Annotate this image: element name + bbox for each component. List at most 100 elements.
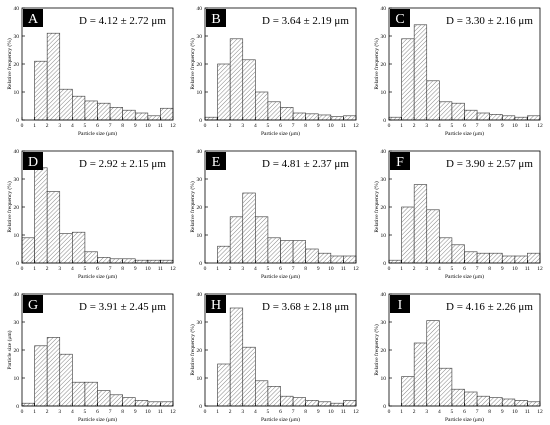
bar-I-9 bbox=[501, 398, 516, 407]
x-tick-label: 5 bbox=[267, 409, 270, 415]
bar-F-7 bbox=[476, 252, 490, 264]
y-tick-label: 30 bbox=[197, 34, 203, 40]
panel-label: C bbox=[395, 12, 404, 27]
bar-B-11 bbox=[343, 115, 357, 121]
bar-E-6 bbox=[280, 240, 294, 264]
x-tick-label: 12 bbox=[353, 266, 359, 272]
panel-label: H bbox=[211, 298, 221, 313]
bar-B-3 bbox=[242, 59, 256, 121]
bar-H-7 bbox=[292, 397, 306, 407]
x-tick-label: 8 bbox=[304, 266, 307, 272]
bar-C-6 bbox=[464, 109, 478, 121]
bar-H-4 bbox=[255, 380, 269, 407]
x-tick-label: 12 bbox=[353, 409, 359, 415]
x-tick-label: 7 bbox=[109, 266, 112, 272]
mean-diameter-annotation: D = 4.12 ± 2.72 μm bbox=[79, 15, 166, 27]
mean-diameter-annotation: D = 3.91 ± 2.45 μm bbox=[79, 301, 166, 313]
y-tick-label: 10 bbox=[14, 376, 20, 382]
bar-A-11 bbox=[160, 107, 174, 121]
x-axis-label: Particle size (μm) bbox=[445, 416, 484, 423]
x-tick-label: 11 bbox=[158, 409, 164, 415]
x-tick-label: 4 bbox=[438, 409, 441, 415]
bar-G-9 bbox=[134, 400, 149, 407]
y-tick-label: 40 bbox=[381, 149, 387, 155]
mean-diameter-annotation: D = 3.68 ± 2.18 μm bbox=[262, 301, 349, 313]
x-tick-label: 2 bbox=[229, 123, 232, 129]
bar-D-1 bbox=[34, 167, 48, 264]
x-tick-label: 8 bbox=[488, 266, 491, 272]
x-tick-label: 1 bbox=[216, 266, 219, 272]
x-tick-label: 8 bbox=[121, 123, 124, 129]
x-tick-label: 6 bbox=[279, 409, 282, 415]
y-axis-label: Relative frequency (%) bbox=[373, 38, 380, 89]
x-tick-label: 3 bbox=[425, 266, 428, 272]
panel-label-box bbox=[206, 152, 226, 170]
x-tick-label: 7 bbox=[292, 123, 295, 129]
x-tick-label: 9 bbox=[501, 409, 504, 415]
x-tick-label: 1 bbox=[400, 123, 403, 129]
bar-B-0 bbox=[204, 116, 218, 121]
y-tick-label: 10 bbox=[381, 233, 387, 239]
bar-A-7 bbox=[109, 107, 123, 121]
bar-A-9 bbox=[134, 112, 149, 121]
bar-H-1 bbox=[217, 363, 231, 407]
x-tick-label: 10 bbox=[328, 409, 334, 415]
bar-B-5 bbox=[267, 101, 281, 121]
bar-F-11 bbox=[527, 252, 541, 264]
bar-I-5 bbox=[451, 388, 465, 407]
bar-G-10 bbox=[147, 401, 161, 407]
bar-E-9 bbox=[317, 252, 332, 264]
bar-F-1 bbox=[401, 206, 415, 264]
x-tick-label: 7 bbox=[476, 123, 479, 129]
y-tick-label: 0 bbox=[383, 118, 386, 124]
y-axis-label: Relative frequency (%) bbox=[373, 181, 380, 232]
x-tick-label: 9 bbox=[134, 266, 137, 272]
bar-E-11 bbox=[343, 255, 357, 264]
x-tick-label: 11 bbox=[158, 123, 164, 129]
bar-B-1 bbox=[217, 63, 231, 121]
x-tick-label: 3 bbox=[241, 123, 244, 129]
bar-A-5 bbox=[84, 100, 98, 121]
x-tick-label: 11 bbox=[525, 266, 531, 272]
panel-label-box bbox=[206, 295, 226, 313]
bar-A-2 bbox=[46, 32, 61, 121]
x-tick-label: 4 bbox=[71, 409, 74, 415]
x-tick-label: 1 bbox=[33, 266, 36, 272]
x-tick-label: 8 bbox=[121, 266, 124, 272]
bar-E-1 bbox=[217, 245, 231, 264]
bar-D-11 bbox=[160, 259, 174, 264]
bar-F-2 bbox=[413, 184, 428, 264]
x-tick-label: 11 bbox=[341, 123, 347, 129]
x-axis-label: Particle size (μm) bbox=[78, 130, 117, 137]
x-tick-label: 1 bbox=[216, 123, 219, 129]
bar-A-10 bbox=[147, 115, 161, 121]
bar-E-5 bbox=[267, 237, 281, 264]
x-tick-label: 4 bbox=[254, 266, 257, 272]
bar-F-6 bbox=[464, 251, 478, 264]
x-tick-label: 11 bbox=[525, 123, 531, 129]
x-tick-label: 7 bbox=[476, 266, 479, 272]
x-tick-label: 0 bbox=[204, 123, 207, 129]
x-tick-label: 2 bbox=[229, 266, 232, 272]
x-tick-label: 8 bbox=[121, 409, 124, 415]
x-tick-label: 2 bbox=[46, 123, 49, 129]
x-axis-label: Particle size (μm) bbox=[445, 130, 484, 137]
bar-A-6 bbox=[97, 102, 111, 121]
bar-H-6 bbox=[280, 395, 294, 407]
x-tick-label: 3 bbox=[58, 266, 61, 272]
bar-D-3 bbox=[59, 233, 73, 264]
x-tick-label: 10 bbox=[512, 409, 518, 415]
bar-C-7 bbox=[476, 112, 490, 121]
bar-C-8 bbox=[489, 114, 503, 121]
y-axis-label: Relative frequency (%) bbox=[189, 324, 196, 375]
y-tick-label: 20 bbox=[381, 205, 387, 211]
x-tick-label: 8 bbox=[304, 409, 307, 415]
panel-label: B bbox=[211, 12, 220, 27]
y-tick-label: 30 bbox=[14, 34, 20, 40]
y-tick-label: 10 bbox=[197, 376, 203, 382]
y-tick-label: 0 bbox=[16, 261, 19, 267]
bar-B-2 bbox=[229, 38, 244, 121]
bar-G-0 bbox=[21, 402, 35, 407]
